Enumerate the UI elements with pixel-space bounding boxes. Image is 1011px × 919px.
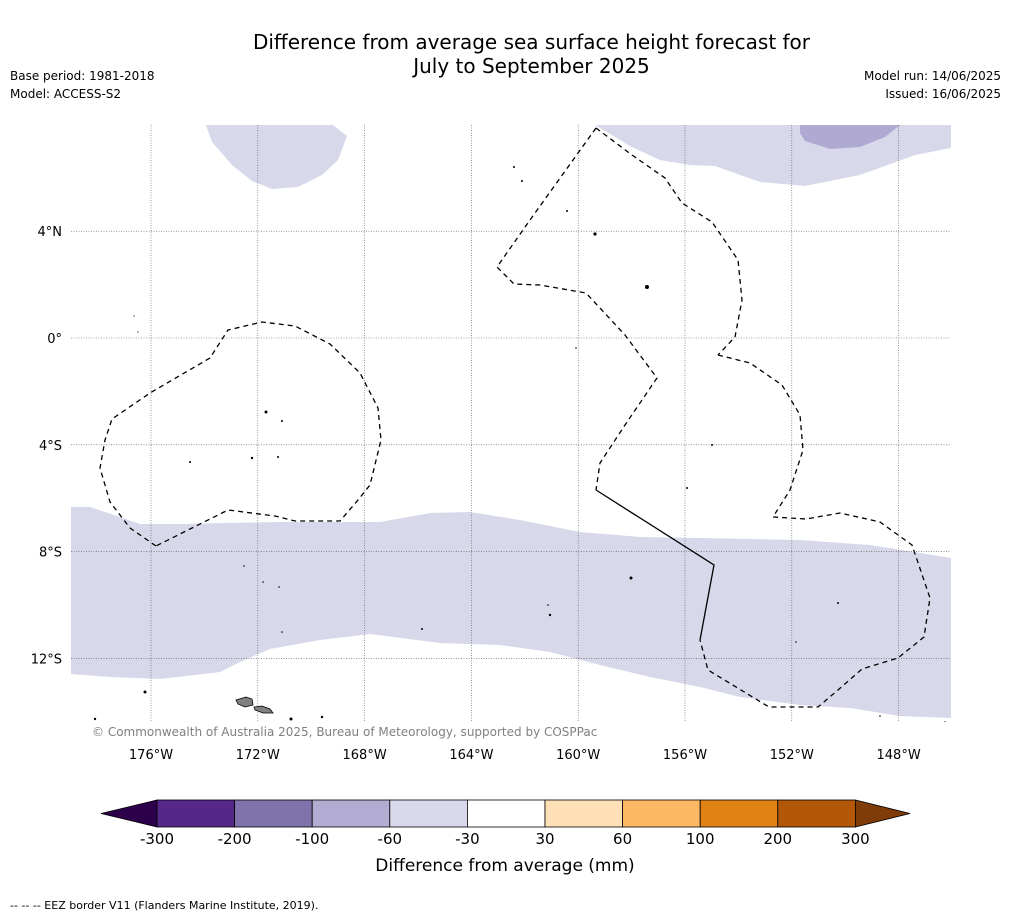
atoll bbox=[547, 604, 549, 606]
colorbar-segment bbox=[466, 799, 546, 828]
atoll bbox=[277, 456, 279, 458]
colorbar-segment bbox=[699, 799, 779, 828]
eez-border-line-islands-south bbox=[699, 354, 931, 708]
model-name: Model: ACCESS-S2 bbox=[10, 87, 122, 101]
colorbar-segment bbox=[389, 799, 468, 828]
colorbar-segment bbox=[234, 799, 313, 828]
atoll bbox=[278, 586, 280, 588]
atoll bbox=[281, 420, 283, 422]
atoll bbox=[593, 232, 597, 236]
meta-left: Base period: 1981-2018 Model: ACCESS-S2 bbox=[10, 67, 155, 103]
meta-right: Model run: 14/06/2025 Issued: 16/06/2025 bbox=[864, 67, 1001, 103]
latitude-tick-label: 8°S bbox=[39, 546, 62, 561]
latitude-tick-label: 0° bbox=[47, 332, 62, 347]
longitude-tick-label: 164°W bbox=[449, 748, 493, 763]
colorbar-tick-label: 30 bbox=[535, 830, 554, 848]
colorbar-tick-label: -200 bbox=[218, 830, 252, 848]
model-run-date: Model run: 14/06/2025 bbox=[863, 69, 1001, 83]
atoll bbox=[837, 602, 839, 604]
atoll bbox=[686, 487, 688, 489]
colorbar-segment bbox=[311, 799, 391, 828]
atoll bbox=[566, 210, 568, 212]
colorbar-tick-labels: -300 -200 -100 -60 -30 30 60 100 200 300 bbox=[140, 830, 870, 848]
longitude-tick-label: 168°W bbox=[343, 748, 387, 763]
latitude-labels: 4°N 0° 4°S 8°S 12°S bbox=[31, 225, 62, 667]
longitude-labels: 176°W 172°W 168°W 164°W 160°W 156°W 152°W 148°W bbox=[129, 748, 921, 763]
colorbar-segment bbox=[156, 799, 235, 828]
eez-border-line-islands-north bbox=[595, 127, 743, 356]
graticule bbox=[71, 125, 951, 722]
chart-title: Difference from average sea surface heig… bbox=[0, 30, 1011, 78]
colorbar bbox=[100, 799, 911, 828]
eez-borders bbox=[99, 127, 931, 708]
colorbar-segment bbox=[544, 799, 623, 828]
colorbar-tick-label: -100 bbox=[295, 830, 329, 848]
colorbar-extend-low bbox=[100, 799, 158, 828]
colorbar-segment bbox=[777, 799, 856, 828]
longitude-tick-label: 172°W bbox=[236, 748, 280, 763]
island-samoa-savaii bbox=[235, 696, 254, 708]
latitude-tick-label: 4°N bbox=[38, 225, 63, 240]
longitude-tick-label: 156°W bbox=[663, 748, 707, 763]
atoll bbox=[243, 565, 245, 567]
longitude-tick-label: 176°W bbox=[129, 748, 173, 763]
atoll bbox=[281, 631, 283, 633]
colorbar-tick-label: -30 bbox=[455, 830, 480, 848]
title-line-1: Difference from average sea surface heig… bbox=[252, 30, 811, 54]
atoll bbox=[320, 715, 324, 719]
colorbar-label: Difference from average (mm) bbox=[375, 856, 634, 876]
colorbar-tick-label: 100 bbox=[686, 830, 715, 848]
atoll bbox=[575, 347, 577, 349]
atoll bbox=[521, 180, 523, 182]
atoll bbox=[262, 581, 264, 583]
copyright-notice: © Commonwealth of Australia 2025, Bureau… bbox=[92, 725, 597, 739]
islands bbox=[235, 696, 274, 714]
atoll bbox=[264, 410, 268, 414]
base-period: Base period: 1981-2018 bbox=[10, 69, 155, 83]
colorbar-tick-label: -300 bbox=[140, 830, 174, 848]
latitude-tick-label: 4°S bbox=[39, 439, 62, 454]
anomaly-patch-medium bbox=[800, 125, 900, 149]
eez-footnote: -- -- -- EEZ border V11 (Flanders Marine… bbox=[10, 899, 319, 912]
title-line-2: July to September 2025 bbox=[413, 54, 650, 78]
atoll bbox=[513, 166, 515, 168]
longitude-tick-label: 152°W bbox=[770, 748, 814, 763]
atoll bbox=[143, 690, 147, 694]
anomaly-band-northwest bbox=[206, 125, 347, 189]
atolls bbox=[93, 166, 946, 722]
atoll bbox=[137, 331, 139, 333]
anomaly-band-south bbox=[71, 507, 951, 718]
atoll bbox=[548, 613, 552, 617]
colorbar-extend-high bbox=[855, 799, 911, 828]
colorbar-tick-label: 200 bbox=[763, 830, 792, 848]
atoll bbox=[189, 461, 191, 463]
latitude-tick-label: 12°S bbox=[31, 652, 62, 667]
eez-border-kiribati-phoenix bbox=[99, 321, 382, 547]
atoll bbox=[795, 641, 797, 643]
colorbar-segment bbox=[622, 799, 701, 828]
atoll bbox=[879, 715, 881, 717]
eez-border-line-islands-west bbox=[496, 127, 658, 491]
issued-date: Issued: 16/06/2025 bbox=[885, 87, 1001, 101]
atoll bbox=[133, 315, 135, 317]
longitude-tick-label: 160°W bbox=[556, 748, 600, 763]
map-area bbox=[71, 125, 951, 722]
colorbar-tick-label: -60 bbox=[378, 830, 403, 848]
atoll bbox=[289, 717, 293, 721]
longitude-tick-label: 148°W bbox=[877, 748, 921, 763]
atoll bbox=[645, 285, 649, 289]
maritime-boundary bbox=[595, 489, 715, 641]
colorbar-tick-label: 60 bbox=[613, 830, 632, 848]
atoll bbox=[93, 717, 97, 721]
atoll bbox=[629, 576, 633, 580]
atoll bbox=[944, 721, 946, 722]
atoll bbox=[250, 456, 254, 460]
colorbar-tick-label: 300 bbox=[841, 830, 870, 848]
atoll bbox=[421, 628, 423, 630]
atoll bbox=[711, 444, 713, 446]
island-samoa-upolu bbox=[253, 705, 274, 714]
